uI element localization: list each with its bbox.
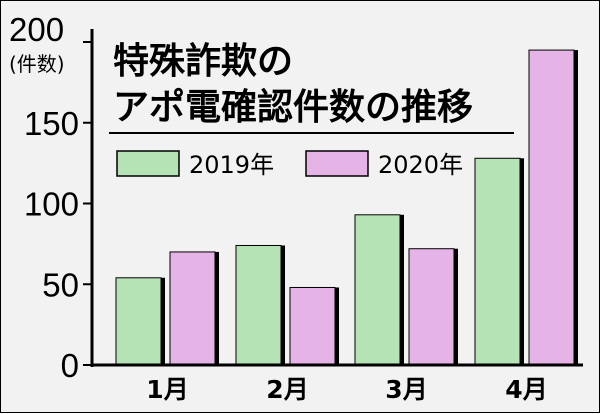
y-tick-label-0: 0 xyxy=(61,347,79,384)
bar-2020年-4月 xyxy=(528,49,575,366)
bar-2020年-1月 xyxy=(169,251,216,366)
legend-swatch-2020年 xyxy=(305,150,369,177)
bar-2019年-2月 xyxy=(235,244,282,366)
x-tick-label-1月: 1月 xyxy=(146,375,188,404)
y-unit-label: (件数) xyxy=(9,52,65,76)
y-tick-label-50: 50 xyxy=(42,266,79,303)
x-tick-label-4月: 4月 xyxy=(505,375,547,404)
y-tick-label-200: 200 xyxy=(9,11,64,48)
legend-swatch-2019年 xyxy=(116,150,180,177)
y-tick-label-150: 150 xyxy=(24,105,79,142)
bars-layer xyxy=(115,49,578,366)
bar-2019年-4月 xyxy=(474,157,521,366)
legend-label-2020年: 2020年 xyxy=(378,151,463,179)
bar-2019年-3月 xyxy=(354,214,401,366)
y-tick-label-100: 100 xyxy=(24,186,79,223)
chart-title-line-1: 特殊詐欺の xyxy=(113,41,293,82)
legend-label-2019年: 2019年 xyxy=(189,151,274,179)
bar-2020年-3月 xyxy=(408,248,455,366)
legend: 2019年 2020年 xyxy=(116,150,463,179)
bar-2020年-2月 xyxy=(289,286,336,366)
chart-title-line-2: アポ電確認件数の推移 xyxy=(113,86,473,128)
y-ticks: 0 50 100 150 200 xyxy=(9,11,92,384)
x-tick-label-3月: 3月 xyxy=(385,375,427,404)
x-ticks: 1月 2月 3月 4月 xyxy=(146,375,547,404)
bar-2019年-1月 xyxy=(115,277,162,366)
x-tick-label-2月: 2月 xyxy=(266,375,308,404)
